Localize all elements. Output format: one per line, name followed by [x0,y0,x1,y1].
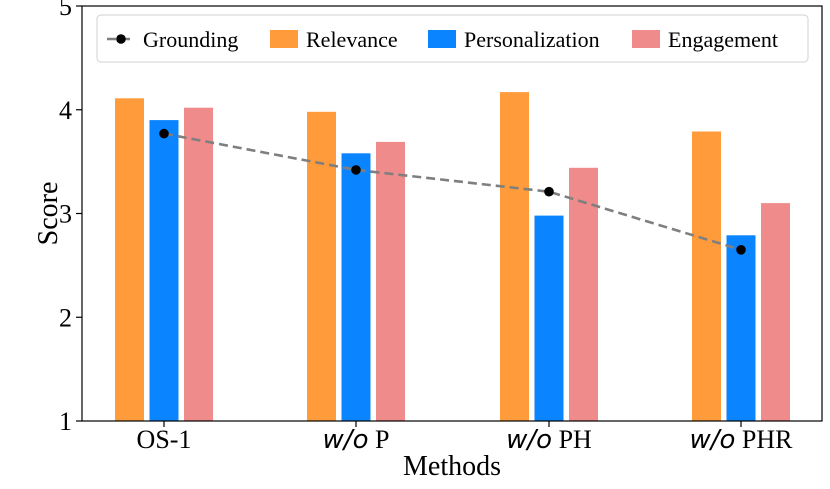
bar-engagement-3 [569,167,598,421]
bar-relevance-1 [115,98,144,422]
bar-personalization-1 [149,120,179,421]
legend-grounding-marker [116,34,126,44]
bar-relevance-4 [692,131,721,421]
x-tick-label-prefix: w/o [506,425,552,455]
legend-swatch-personalization [428,30,456,48]
x-tick-label-name: OS-1 [137,425,192,454]
bar-engagement-4 [761,203,790,421]
y-tick-label: 3 [59,200,72,229]
x-tick-label: w/o PH [506,425,592,455]
legend: Grounding Relevance Personalization Engagem… [96,14,809,63]
y-tick-label: 2 [59,303,72,332]
legend-label-personalization: Personalization [464,27,600,52]
grounding-line [163,132,742,252]
x-tick-label-prefix: w/o [689,425,735,455]
x-tick-label: OS-1 [137,425,192,454]
bar-engagement-2 [376,141,405,421]
x-tick-label-name: PHR [735,425,793,454]
bar-relevance-2 [307,111,336,422]
x-tick-label: w/o P [323,425,390,455]
y-tick-label: 5 [59,0,72,21]
legend-swatch-engagement [632,30,660,48]
grounding-point-3 [544,186,554,197]
y-tick-label: 4 [59,96,72,125]
grounding-point-4 [736,245,746,255]
x-tick-label-prefix: w/o [323,425,369,455]
bar-relevance-3 [500,92,529,421]
legend-label-engagement: Engagement [668,27,778,52]
bar-engagement-1 [184,107,213,421]
legend-label-grounding: Grounding [143,27,238,52]
y-tick-label: 1 [59,407,72,436]
x-tick-label-name: PH [552,425,592,454]
legend-swatch-relevance [270,30,298,48]
y-axis-title: Score [33,182,64,246]
legend-label-relevance: Relevance [306,27,398,52]
grounding-point-2 [351,165,361,175]
grounding-point-1 [159,128,169,139]
bar-personalization-4 [726,235,756,421]
x-tick-label: w/o PHR [689,425,793,455]
bar-personalization-3 [534,215,564,421]
x-tick-label-name: P [368,425,389,454]
x-axis-title: Methods [403,451,501,482]
plot-area [115,92,790,422]
bar-personalization-2 [341,153,371,422]
